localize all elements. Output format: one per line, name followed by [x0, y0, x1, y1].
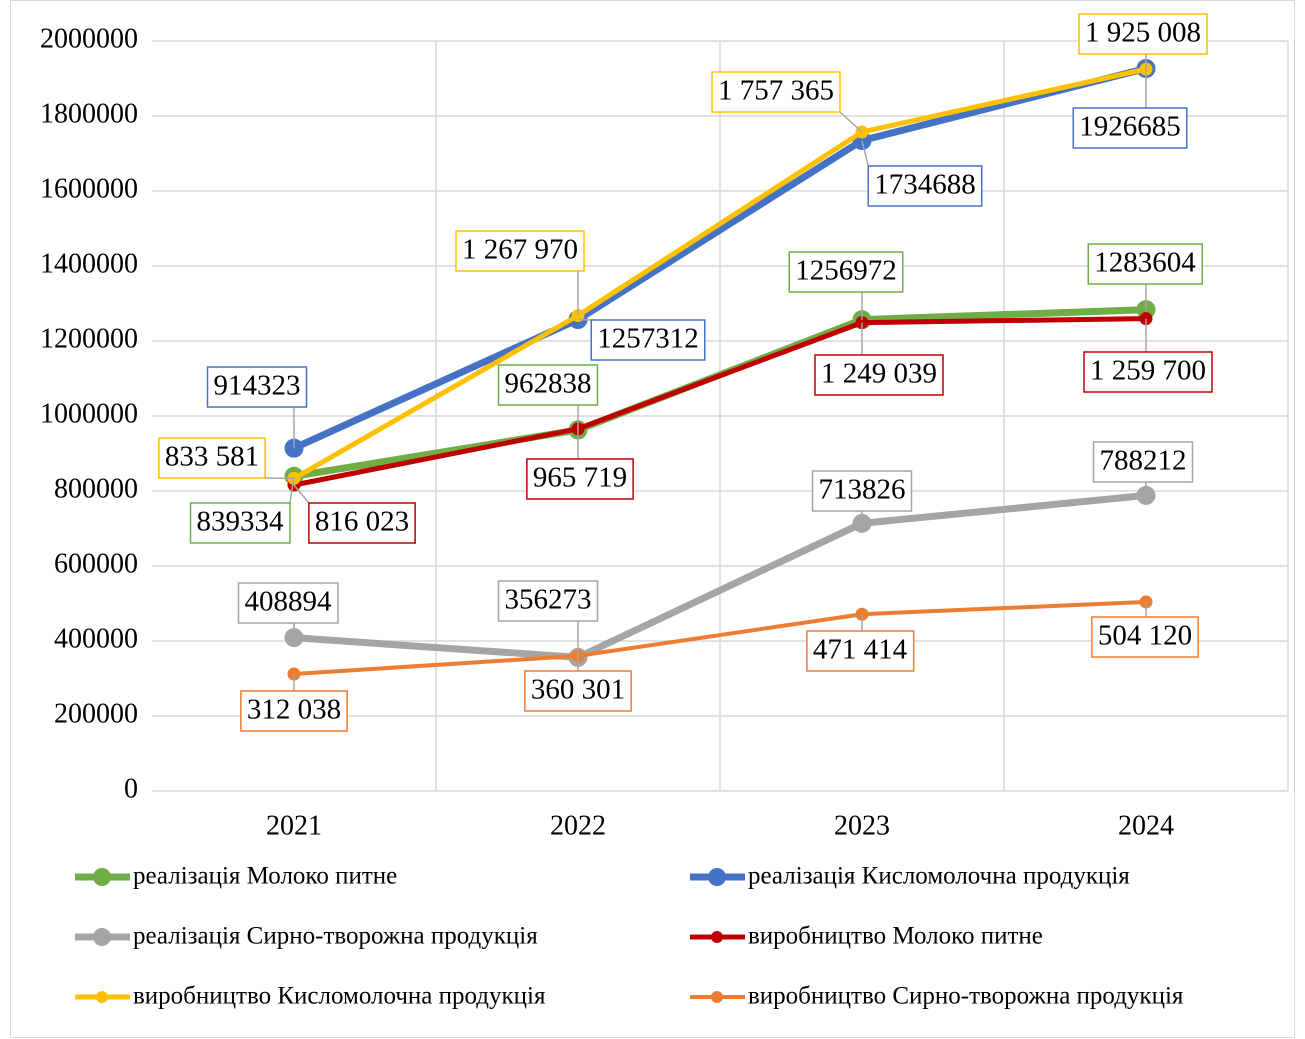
series-line: [293, 599, 1147, 676]
leader-line: [293, 484, 310, 504]
legend-marker: [711, 991, 723, 1003]
data-label: 1926685: [1079, 111, 1181, 143]
label-box: [711, 71, 841, 113]
data-label: 833 581: [165, 441, 259, 473]
label-box: [455, 230, 585, 272]
label-box: [806, 630, 915, 672]
data-label: 356273: [505, 584, 592, 616]
y-tick-label: 1200000: [40, 323, 138, 354]
y-tick-label: 400000: [54, 623, 138, 654]
data-label: 962838: [505, 368, 592, 400]
data-label: 1 267 970: [462, 234, 578, 266]
label-box: [590, 319, 706, 361]
legend-label: виробництво Сирно-творожна продукція: [748, 983, 1184, 1010]
legend-label: виробництво Кисломолочна продукція: [133, 983, 546, 1010]
data-labels: 839334 962838 1256972 1283604 914323 1257312 1…: [158, 13, 1213, 732]
data-label: 839334: [197, 506, 285, 538]
leader-line: [839, 111, 863, 133]
data-label: 360 301: [531, 674, 625, 706]
data-label: 504 120: [1098, 620, 1192, 652]
data-label: 914323: [214, 370, 301, 402]
data-label: 1 757 365: [718, 75, 834, 107]
data-label: 788212: [1100, 445, 1187, 477]
label-box: [1072, 107, 1188, 149]
data-label: 471 414: [813, 634, 908, 666]
label-box: [811, 470, 913, 512]
data-label: 1283604: [1094, 247, 1196, 279]
label-box: [240, 690, 348, 732]
y-tick-label: 200000: [54, 698, 138, 729]
legend: реалізація Молоко питне реалізація Кислом…: [75, 863, 1184, 1010]
label-box: [1087, 243, 1203, 285]
legend-label: реалізація Кисломолочна продукція: [748, 863, 1130, 890]
label-box: [1091, 616, 1199, 658]
label-box: [1092, 441, 1194, 483]
label-box: [1083, 351, 1213, 393]
label-box: [308, 502, 416, 544]
legend-label: реалізація Сирно-творожна продукція: [133, 923, 538, 950]
label-box: [814, 354, 944, 396]
data-label: 713826: [819, 474, 906, 506]
series-line: [292, 66, 1147, 481]
data-label: 1 249 039: [821, 358, 937, 390]
y-tick-label: 1600000: [40, 173, 138, 204]
y-tick-label: 2000000: [40, 23, 138, 54]
label-box: [867, 165, 983, 207]
data-label: 1734688: [874, 169, 976, 201]
series-line: [292, 65, 1147, 452]
label-box: [497, 580, 599, 622]
y-tick-label: 1000000: [40, 398, 138, 429]
legend-marker: [93, 868, 111, 886]
data-label: 408894: [245, 586, 333, 618]
x-tick-label: 2021: [266, 810, 322, 841]
legend-marker: [708, 868, 726, 886]
data-label: 816 023: [315, 506, 409, 538]
label-box: [497, 364, 599, 406]
label-box: [206, 366, 308, 408]
legend-marker: [93, 928, 111, 946]
x-tick-label: 2023: [834, 810, 890, 841]
x-tick-label: 2022: [550, 810, 606, 841]
y-tick-label: 1400000: [40, 248, 138, 279]
y-tick-label: 1800000: [40, 98, 138, 129]
label-box: [788, 251, 904, 293]
series-line: [293, 491, 1147, 661]
label-box: [237, 582, 339, 624]
legend-marker: [711, 931, 723, 943]
label-box: [158, 437, 266, 479]
legend-marker: [96, 991, 108, 1003]
legend-label: виробництво Молоко питне: [748, 923, 1043, 950]
leader-line: [861, 140, 869, 167]
data-label: 1256972: [795, 255, 897, 287]
y-tick-label: 0: [124, 773, 138, 804]
series-line: [293, 316, 1147, 488]
data-label: 1 259 700: [1090, 355, 1206, 387]
y-tick-label: 600000: [54, 548, 138, 579]
label-box: [526, 458, 634, 500]
data-label: 312 038: [247, 694, 341, 726]
data-label: 965 719: [533, 462, 627, 494]
label-box: [189, 502, 291, 544]
label-box: [1078, 13, 1208, 55]
legend-label: реалізація Молоко питне: [133, 863, 397, 890]
y-tick-label: 800000: [54, 473, 138, 504]
label-box: [524, 670, 632, 712]
x-tick-label: 2024: [1118, 810, 1174, 841]
data-label: 1 925 008: [1085, 17, 1201, 49]
data-label: 1257312: [597, 323, 699, 355]
leader-line: [289, 476, 295, 504]
